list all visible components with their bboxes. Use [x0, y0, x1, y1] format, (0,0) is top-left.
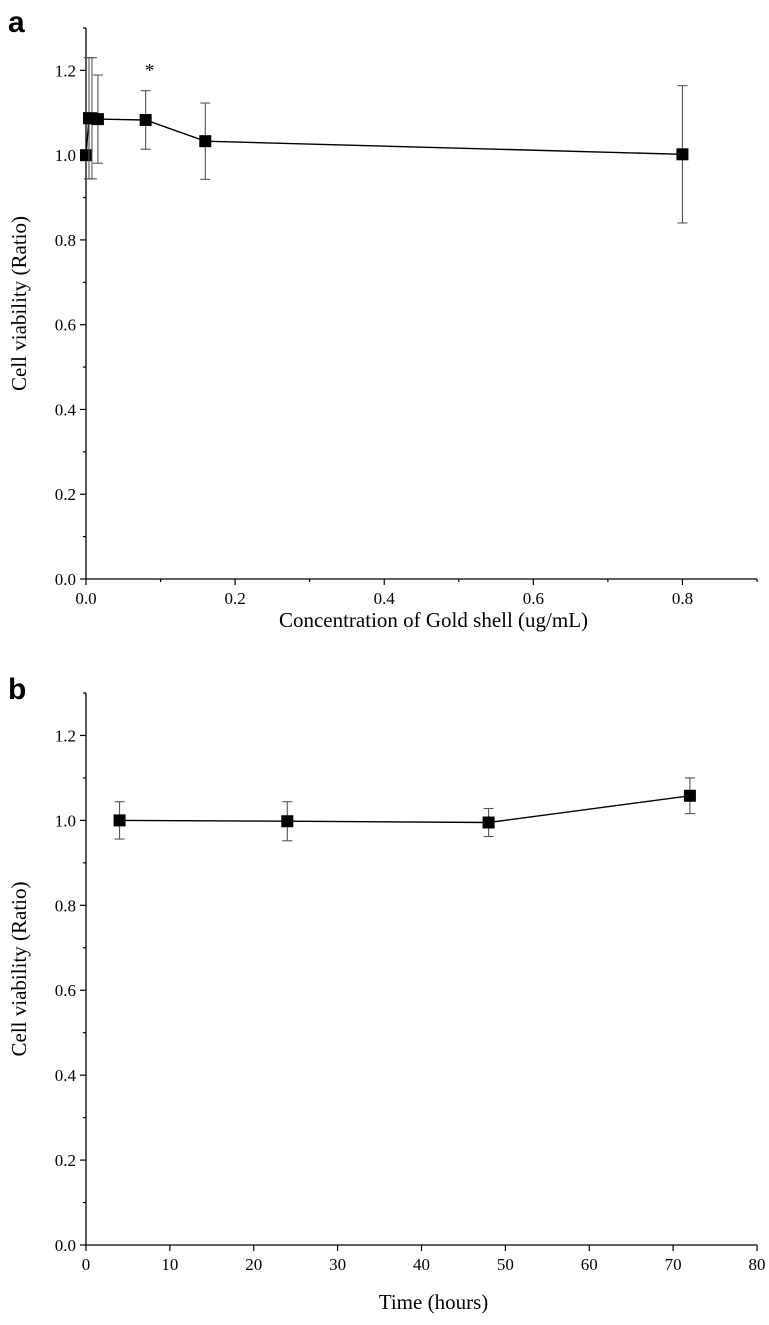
- x-axis-title: Time (hours): [379, 1290, 488, 1314]
- x-tick-label: 60: [581, 1255, 598, 1274]
- x-tick-label: 50: [497, 1255, 514, 1274]
- x-tick-label: 0.6: [523, 589, 544, 608]
- y-tick-label: 0.0: [55, 570, 76, 589]
- y-axis-title: Cell viability (Ratio): [7, 882, 31, 1057]
- x-tick-label: 0.8: [672, 589, 693, 608]
- x-tick-label: 10: [161, 1255, 178, 1274]
- data-point-marker: [482, 816, 495, 829]
- y-tick-label: 0.6: [55, 316, 76, 335]
- y-tick-label: 0.2: [55, 485, 76, 504]
- significance-marker: *: [145, 61, 155, 82]
- series-line: [119, 795, 690, 824]
- x-tick-label: 0: [82, 1255, 91, 1274]
- y-axis-title: Cell viability (Ratio): [7, 216, 31, 391]
- data-point-marker: [139, 113, 152, 126]
- panel-a-chart: a 0.0 0.2 0.4 0.6 0.8 1.0 1.2 0.0 0.2 0.4 0.6 0.8 Co…: [7, 6, 758, 632]
- data-point-marker: [91, 113, 104, 126]
- y-tick-label: 0.8: [55, 896, 76, 915]
- x-tick-label: 30: [329, 1255, 346, 1274]
- panel-b-letter: b: [8, 673, 26, 706]
- y-tick-label: 0.4: [55, 400, 77, 419]
- x-tick-label: 0.0: [75, 589, 96, 608]
- y-tick-label: 0.2: [55, 1151, 76, 1170]
- x-tick-label: 0.2: [224, 589, 245, 608]
- x-tick-label: 0.4: [374, 589, 396, 608]
- panel-b-chart: b 0.0 0.2 0.4 0.6 0.8 1.0 1.2 0 10 20 30 40 50 60 70 80…: [7, 673, 766, 1314]
- y-tick-label: 1.0: [55, 811, 76, 830]
- x-tick-label: 70: [665, 1255, 682, 1274]
- y-tick-label: 0.0: [55, 1236, 76, 1255]
- x-tick-label: 80: [749, 1255, 766, 1274]
- data-point-marker: [683, 789, 696, 802]
- y-tick-label: 1.2: [55, 61, 76, 80]
- y-tick-label: 0.6: [55, 981, 76, 1000]
- y-tick-label: 0.8: [55, 231, 76, 250]
- data-point-marker: [80, 149, 92, 162]
- data-point-marker: [676, 148, 689, 161]
- data-point-marker: [281, 815, 294, 828]
- y-tick-label: 0.4: [55, 1066, 77, 1085]
- y-tick-label: 1.0: [55, 146, 76, 165]
- x-tick-label: 20: [245, 1255, 262, 1274]
- series-line: [85, 117, 683, 156]
- x-tick-label: 40: [413, 1255, 430, 1274]
- data-point-marker: [113, 814, 126, 827]
- data-point-marker: [199, 135, 212, 148]
- x-axis-title: Concentration of Gold shell (ug/mL): [279, 608, 588, 632]
- y-tick-label: 1.2: [55, 726, 76, 745]
- panel-a-letter: a: [8, 6, 25, 39]
